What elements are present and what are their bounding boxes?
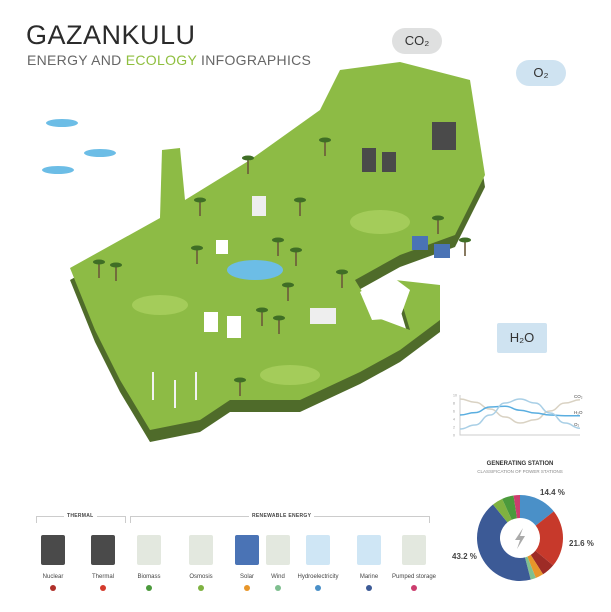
co2-cloud: CO₂ [392, 28, 442, 54]
solar-panel-icon [412, 236, 450, 258]
series-line [459, 398, 581, 430]
y-tick-label: 0 [453, 434, 455, 438]
y-tick-label: 6 [453, 410, 455, 414]
legend-dot [146, 585, 152, 591]
osmosis-plant-icon [189, 535, 213, 565]
page-title: GAZANKULU [26, 20, 196, 50]
dam-icon [306, 535, 330, 565]
slice-label-marine: 43.2 % [452, 552, 477, 561]
series-label: CO₂ [574, 394, 583, 399]
palm-tree-icon [93, 259, 105, 278]
donut-slice [520, 495, 554, 526]
palm-trees [93, 137, 471, 396]
y-tick-label: 2 [453, 426, 455, 430]
h2o-flag: H₂O [497, 323, 547, 353]
series-label: O₂ [574, 422, 580, 427]
wind-turbine-icon [266, 535, 290, 565]
y-tick-label: 4 [453, 418, 455, 422]
legend-dot [366, 585, 372, 591]
solar-panel-icon [235, 535, 259, 565]
palm-tree-icon [272, 237, 284, 256]
slice-label-thermal: 21.6 % [569, 539, 594, 548]
legend-dot [244, 585, 250, 591]
factory-icon [252, 196, 336, 324]
marine-turbine-icon [42, 119, 116, 174]
lightning-icon [515, 528, 525, 549]
donut-slice [493, 498, 512, 523]
donut-slice [477, 504, 531, 581]
donut-slice [524, 556, 536, 580]
donut-title: GENERATING STATION [486, 461, 554, 467]
hill-icon [132, 210, 410, 385]
legend-dot [315, 585, 321, 591]
palm-tree-icon [242, 155, 254, 174]
palm-tree-icon [290, 247, 302, 266]
legend-dot [411, 585, 417, 591]
generating-station-donut [477, 495, 563, 581]
palm-tree-icon [459, 237, 471, 256]
subtitle-suffix: INFOGRAPHICS [196, 52, 312, 68]
legend-label: Nuclear [42, 574, 64, 580]
donut-slice [513, 495, 520, 519]
legend-label: Wind [271, 574, 285, 580]
series-line [459, 398, 581, 424]
subtitle-highlight: ECOLOGY [125, 52, 197, 68]
palm-tree-icon [256, 307, 268, 326]
emissions-line-chart: 0 2 4 6 8 10 CO₂ H₂O O₂ [453, 394, 583, 438]
palm-tree-icon [191, 245, 203, 264]
wind-turbine-icon [152, 372, 197, 408]
palm-tree-icon [294, 197, 306, 216]
donut-slice [535, 511, 563, 566]
house-icon [204, 240, 241, 338]
y-tick-label: 10 [453, 394, 457, 398]
chart-axis [459, 395, 580, 436]
legend-dot [50, 585, 56, 591]
lake-icon [227, 260, 283, 280]
legend-dot [198, 585, 204, 591]
page-subtitle: ENERGY AND ECOLOGY INFOGRAPHICS [27, 52, 311, 68]
factory-icon [91, 535, 115, 565]
legend-label: Osmosis [189, 574, 213, 580]
subtitle-prefix: ENERGY AND [27, 52, 126, 68]
legend-label: Thermal [91, 574, 114, 580]
y-tick-label: 8 [453, 402, 455, 406]
legend-dot [100, 585, 106, 591]
series-label: H₂O [574, 410, 583, 415]
legend-label: Pumped storage [391, 574, 437, 580]
pumped-storage-icon [402, 535, 426, 565]
group-label-thermal: THERMAL [64, 513, 97, 519]
donut-slice [502, 495, 517, 520]
marine-turbine-icon [357, 535, 381, 565]
power-plant-icon [362, 122, 456, 172]
legend-dot [275, 585, 281, 591]
donut-slice [527, 554, 544, 578]
series-line [459, 405, 580, 417]
palm-tree-icon [432, 215, 444, 234]
legend-label: Marine [359, 574, 379, 580]
group-label-renewable: RENEWABLE ENERGY [249, 513, 315, 519]
donut-slice [530, 550, 554, 575]
nuclear-plant-icon [41, 535, 65, 565]
donut-subtitle: CLASSIFICATION OF POWER STATIONS [477, 469, 563, 474]
slice-label-hydro: 14.4 % [540, 488, 565, 497]
palm-tree-icon [273, 315, 285, 334]
legend-label: Hydroelectricity [297, 574, 339, 580]
legend-label: Solar [239, 574, 254, 580]
palm-tree-icon [234, 377, 246, 396]
o2-cloud: O₂ [516, 60, 566, 86]
legend-label: Biomass [137, 574, 161, 580]
biomass-plant-icon [137, 535, 161, 565]
palm-tree-icon [110, 262, 122, 281]
palm-tree-icon [319, 137, 331, 156]
palm-tree-icon [282, 282, 294, 301]
palm-tree-icon [194, 197, 206, 216]
palm-tree-icon [336, 269, 348, 288]
lesotho-hole [360, 275, 410, 320]
